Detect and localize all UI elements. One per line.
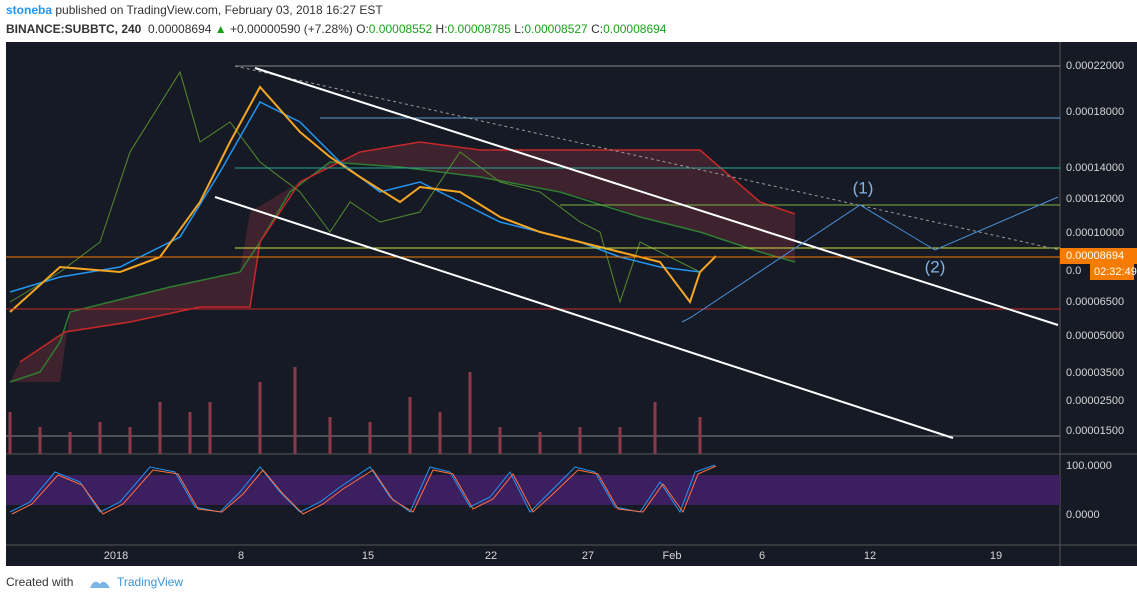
quote-line: BINANCE:SUBBTC, 240 0.00008694 ▲ +0.0000… <box>6 22 670 36</box>
price-label: 0.00022000 <box>1066 60 1124 72</box>
price-label: 0.00010000 <box>1066 227 1124 239</box>
quote-label: H: <box>435 22 448 36</box>
price <box>9 85 717 313</box>
time-label: 8 <box>238 550 244 562</box>
footer-created: Created with <box>6 575 74 589</box>
price-label: 0.00014000 <box>1066 162 1124 174</box>
quote-value: 0.00008785 <box>447 22 511 36</box>
time-label: 15 <box>362 550 374 562</box>
trend-dotted <box>234 65 1061 251</box>
quote-value: 0.00008527 <box>524 22 588 36</box>
osc-label: 0.0000 <box>1066 509 1100 521</box>
quote-label: C: <box>591 22 604 36</box>
time-axis: 2018 8 15 22 27 Feb 6 12 19 <box>104 550 1002 562</box>
chart: 0.00008694 02:32:49 0.00022000 0.00018000… <box>6 42 1137 566</box>
countdown-bg <box>1090 264 1134 280</box>
volume <box>8 367 702 454</box>
time-label: 6 <box>759 550 765 562</box>
channel-bottom <box>214 196 954 439</box>
price-label: 0.00005000 <box>1066 330 1124 342</box>
price-label: 0.0 <box>1066 265 1081 277</box>
time-label: 19 <box>990 550 1002 562</box>
price-label: 0.00003500 <box>1066 367 1124 379</box>
oscillator-axis: 100.0000 0.0000 <box>1066 460 1112 521</box>
quote-value: 0.00008552 <box>368 22 433 36</box>
stoch-k <box>9 464 716 514</box>
quotes: O:0.00008552 H:0.00008785 L:0.00008527 C… <box>356 22 670 36</box>
logo <box>90 581 110 588</box>
quote-label: O: <box>356 22 369 36</box>
span-a <box>19 141 796 363</box>
countdown: 02:32:49 <box>1094 266 1137 278</box>
wave-label: (1) <box>853 178 874 197</box>
time-label: 2018 <box>104 550 128 562</box>
price-label: 0.00001500 <box>1066 425 1124 437</box>
lagging <box>9 70 701 304</box>
footer-brand[interactable]: TradingView <box>117 575 184 589</box>
header-line: stoneba published on TradingView.com, Fe… <box>6 3 383 17</box>
quote-label: L: <box>514 22 525 36</box>
symbol: BINANCE:SUBBTC, 240 <box>6 22 142 36</box>
quote-value: 0.00008694 <box>603 22 667 36</box>
time-label: 27 <box>582 550 594 562</box>
span-b <box>9 161 796 383</box>
cloud <box>10 142 795 382</box>
arrow: ▲ <box>214 22 227 36</box>
change: +0.00000590 (+7.28%) <box>230 22 353 36</box>
price-tag: 0.00008694 <box>1066 250 1124 262</box>
price-label: 0.00012000 <box>1066 193 1124 205</box>
time-label: Feb <box>663 550 682 562</box>
price-label: 0.00018000 <box>1066 106 1124 118</box>
price-tag-bg <box>1060 248 1137 264</box>
osc-label: 100.0000 <box>1066 460 1112 472</box>
wave-label: (2) <box>925 257 946 276</box>
projection <box>681 196 1059 323</box>
price-label: 0.00006500 <box>1066 296 1124 308</box>
channel-top <box>254 67 1059 326</box>
osc-band <box>6 475 1060 505</box>
published: published on TradingView.com, February 0… <box>55 3 383 17</box>
last: 0.00008694 <box>148 22 212 36</box>
price-label: 0.00002500 <box>1066 395 1124 407</box>
price-axis: 0.00022000 0.00018000 0.00014000 0.00012000… <box>1066 60 1124 437</box>
time-label: 22 <box>485 550 497 562</box>
time-label: 12 <box>864 550 876 562</box>
stoch-d <box>11 465 717 515</box>
author[interactable]: stoneba <box>6 3 53 17</box>
